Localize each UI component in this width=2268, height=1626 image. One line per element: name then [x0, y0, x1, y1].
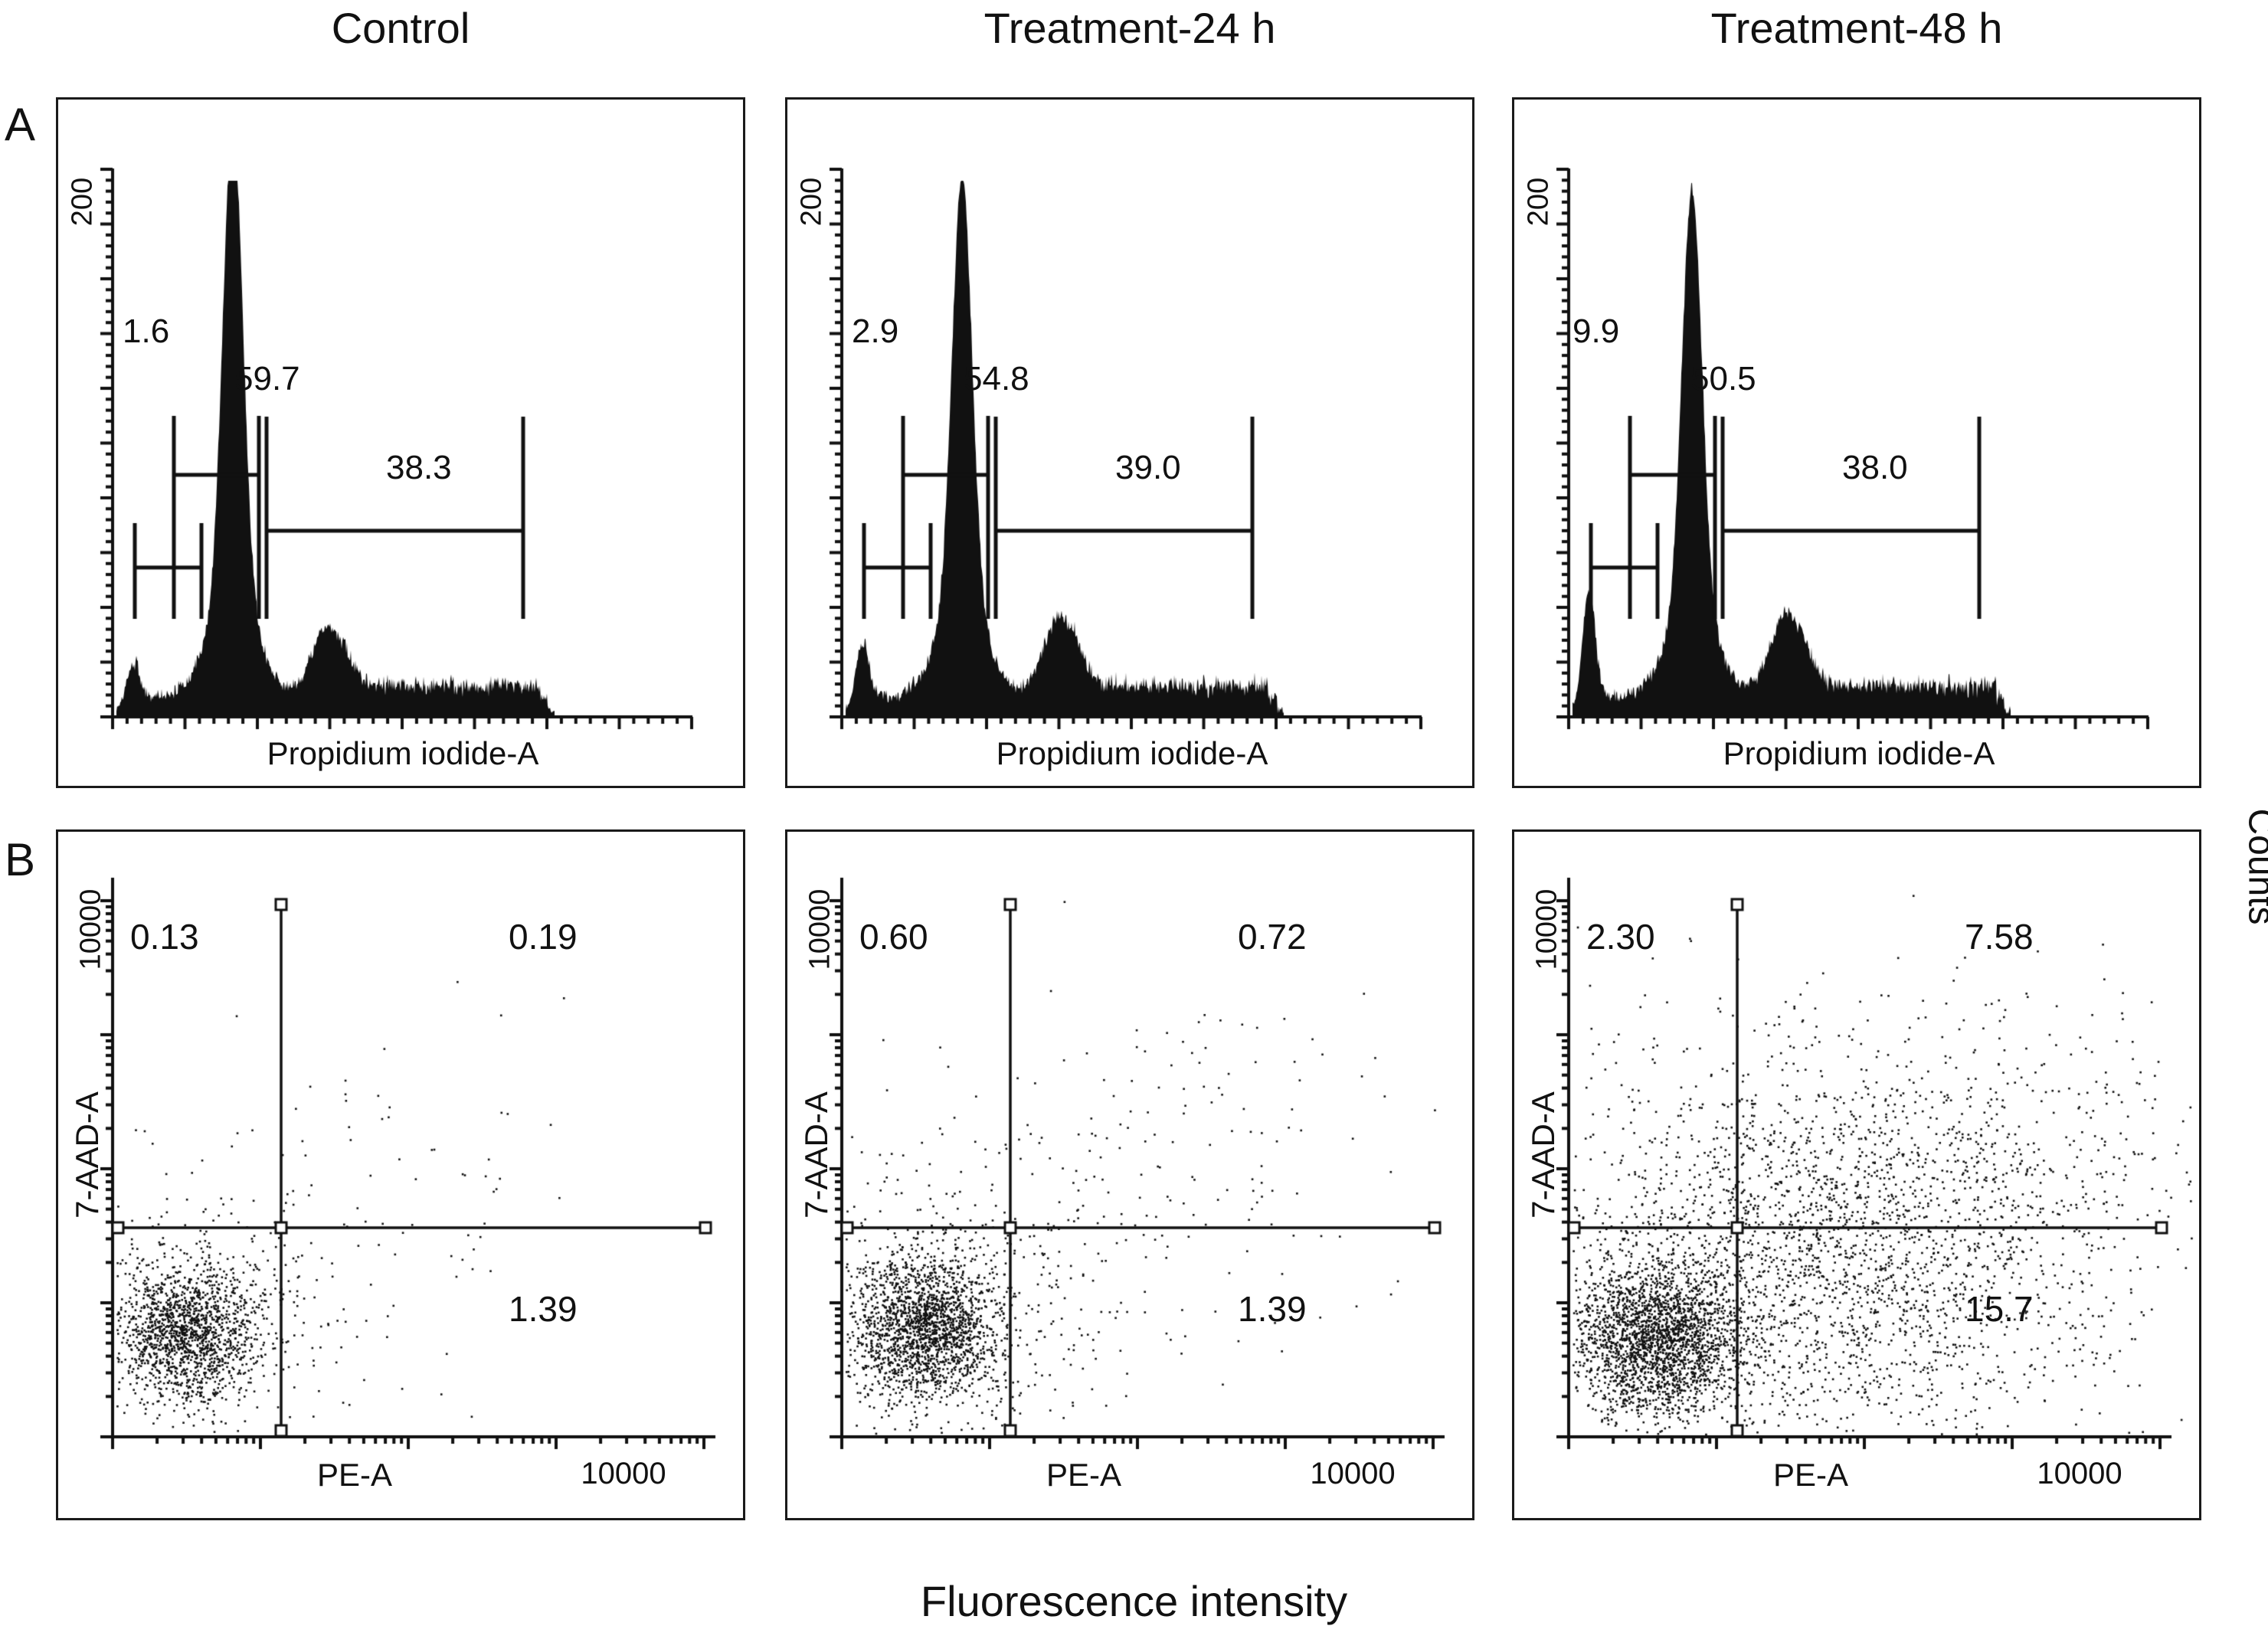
dotplot-canvas-treatment-48h: [1514, 832, 2199, 1518]
quadrant-label-lower-right: 15.7: [1965, 1289, 2034, 1329]
shared-x-axis-label: Fluorescence intensity: [920, 1577, 1348, 1625]
x-axis-label: PE-A: [1046, 1457, 1122, 1493]
y-axis-max-label: 10000: [74, 888, 107, 970]
y-axis-tick-label: 200: [1522, 177, 1555, 227]
x-axis-label: Propidium iodide-A: [1723, 735, 1995, 771]
row-label-a: A: [5, 99, 36, 150]
y-axis-tick-label: 200: [66, 177, 99, 227]
y-axis-tick-label: 200: [795, 177, 828, 227]
gate-label-s-g2-m: 39.0: [1115, 449, 1181, 486]
quadrant-label-upper-right: 0.19: [509, 917, 578, 957]
gate-label-g0-g1: 54.8: [964, 360, 1029, 398]
panel-a-treatment-48h: 200 9.9 50.5 38.0 Propidium iodide-A: [1512, 97, 2201, 788]
x-axis-label: Propidium iodide-A: [996, 735, 1268, 771]
gate-label-sub-g1: 2.9: [852, 312, 899, 350]
column-title-treatment-48h: Treatment-48 h: [1710, 4, 2003, 52]
panel-b-treatment-48h: 10000 7-AAD-A PE-A 10000 2.30 7.58 15.7: [1512, 829, 2201, 1520]
dotplot-canvas-control: [58, 832, 743, 1518]
x-axis-max-label: 10000: [2037, 1457, 2122, 1490]
x-axis-max-label: 10000: [581, 1457, 666, 1490]
quadrant-label-lower-right: 1.39: [1238, 1289, 1307, 1329]
quadrant-label-upper-left: 2.30: [1586, 917, 1655, 957]
y-axis-label: 7-AAD-A: [1525, 1091, 1561, 1219]
y-axis-max-label: 10000: [1530, 888, 1563, 970]
quadrant-label-upper-left: 0.60: [859, 917, 928, 957]
gate-label-sub-g1: 1.6: [123, 312, 170, 350]
gate-label-g0-g1: 50.5: [1690, 360, 1756, 398]
gate-label-s-g2-m: 38.3: [386, 449, 452, 486]
panel-a-control: 200 1.6 59.7 38.3 Propidium iodide-A: [56, 97, 745, 788]
quadrant-label-upper-right: 0.72: [1238, 917, 1307, 957]
panel-b-treatment-24h: 10000 7-AAD-A PE-A 10000 0.60 0.72 1.39: [785, 829, 1474, 1520]
quadrant-label-upper-right: 7.58: [1965, 917, 2034, 957]
x-axis-label: PE-A: [1772, 1457, 1849, 1493]
histogram-canvas-treatment-48h: [1514, 100, 2199, 786]
dotplot-canvas-treatment-24h: [787, 832, 1472, 1518]
x-axis-label: PE-A: [316, 1457, 393, 1493]
histogram-canvas-control: [58, 100, 743, 786]
quadrant-label-upper-left: 0.13: [130, 917, 199, 957]
gate-label-g0-g1: 59.7: [234, 360, 300, 398]
y-axis-label: 7-AAD-A: [69, 1091, 105, 1219]
histogram-canvas-treatment-24h: [787, 100, 1472, 786]
panel-b-control: 10000 7-AAD-A PE-A 10000 0.13 0.19 1.39: [56, 829, 745, 1520]
shared-y-axis-label: Counts: [2240, 808, 2268, 925]
x-axis-label: Propidium iodide-A: [267, 735, 539, 771]
gate-label-sub-g1: 9.9: [1573, 312, 1620, 350]
panel-a-treatment-24h: 200 2.9 54.8 39.0 Propidium iodide-A: [785, 97, 1474, 788]
gate-label-s-g2-m: 38.0: [1842, 449, 1908, 486]
x-axis-max-label: 10000: [1310, 1457, 1396, 1490]
row-label-b: B: [5, 834, 36, 885]
y-axis-label: 7-AAD-A: [798, 1091, 834, 1219]
y-axis-max-label: 10000: [803, 888, 836, 970]
column-title-treatment-24h: Treatment-24 h: [983, 4, 1276, 52]
quadrant-label-lower-right: 1.39: [509, 1289, 578, 1329]
column-title-control: Control: [331, 4, 470, 52]
